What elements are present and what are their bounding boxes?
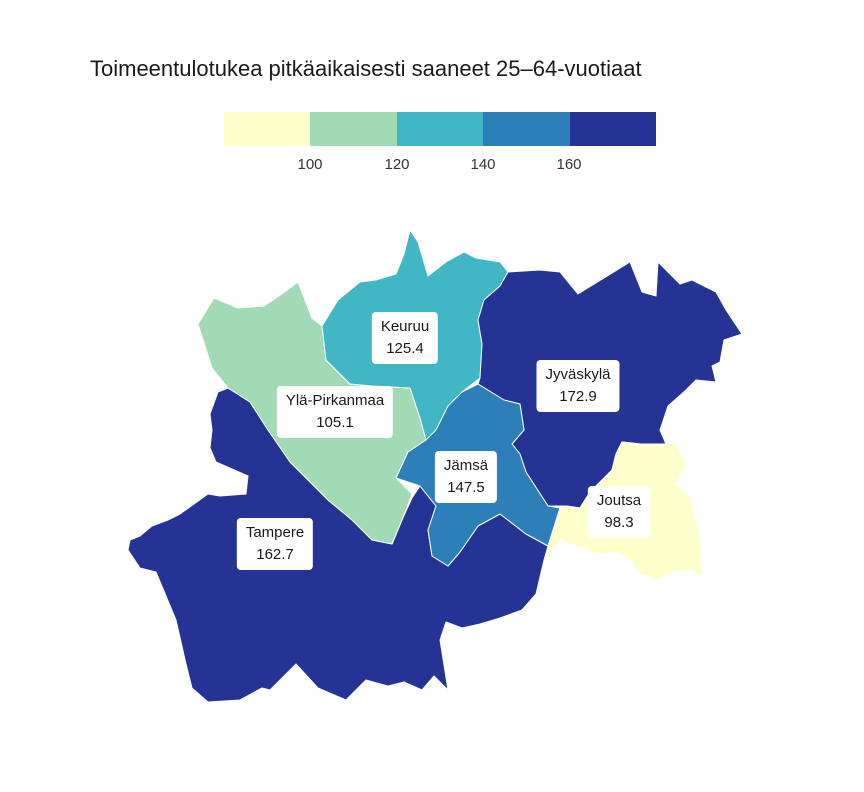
region-label-joutsa: Joutsa 98.3 bbox=[587, 486, 651, 538]
region-value: 125.4 bbox=[386, 340, 424, 357]
legend-swatch-5 bbox=[569, 112, 657, 146]
legend-tick-160: 160 bbox=[556, 156, 582, 173]
region-value: 105.1 bbox=[316, 414, 354, 431]
region-name: Jämsä bbox=[443, 457, 489, 474]
legend-tick-120: 120 bbox=[384, 156, 410, 173]
region-label-jamsa: Jämsä 147.5 bbox=[434, 451, 498, 503]
region-name: Ylä-Pirkanmaa bbox=[285, 392, 385, 409]
region-name: Joutsa bbox=[596, 492, 642, 509]
legend-tick-140: 140 bbox=[470, 156, 496, 173]
legend-swatch-1 bbox=[224, 112, 311, 146]
map-title: Toimeentulotukea pitkäaikaisesti saaneet… bbox=[90, 56, 642, 81]
color-legend: 100 120 140 160 bbox=[224, 112, 657, 174]
legend-swatch-3 bbox=[396, 112, 484, 146]
region-name: Jyväskylä bbox=[545, 366, 611, 383]
region-label-jyvaskyla: Jyväskylä 172.9 bbox=[536, 360, 620, 412]
legend-swatch-4 bbox=[483, 112, 570, 146]
region-label-tampere: Tampere 162.7 bbox=[236, 518, 314, 570]
region-name: Tampere bbox=[245, 524, 305, 541]
region-value: 162.7 bbox=[256, 546, 294, 563]
legend-swatch-2 bbox=[310, 112, 397, 146]
region-label-keuruu: Keuruu 125.4 bbox=[371, 312, 439, 364]
legend-tick-100: 100 bbox=[297, 156, 323, 173]
region-value: 172.9 bbox=[559, 388, 597, 405]
region-value: 147.5 bbox=[447, 479, 485, 496]
region-value: 98.3 bbox=[604, 514, 634, 531]
legend-bar bbox=[224, 112, 657, 146]
region-label-ylapirkanmaa: Ylä-Pirkanmaa 105.1 bbox=[276, 386, 394, 438]
region-name: Keuruu bbox=[380, 318, 430, 335]
